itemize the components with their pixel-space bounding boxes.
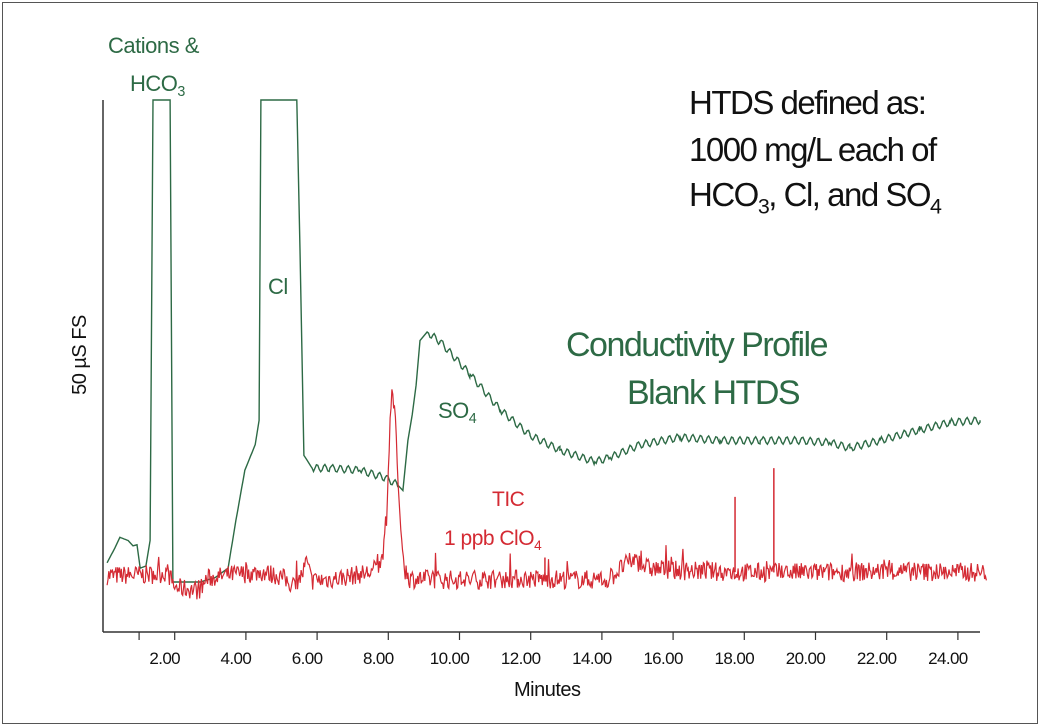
tic-trace-line: [106, 389, 987, 600]
annotation-subscript: 3: [177, 84, 185, 100]
annotation-cl: Cl: [268, 274, 288, 299]
htds-definition-line3: HCO3, Cl, and SO4: [689, 176, 942, 217]
htds-definition-line1: HTDS defined as:: [689, 84, 927, 121]
annotation-subscript: 4: [468, 411, 477, 427]
annotation-subscript: 4: [534, 537, 542, 553]
annotation-clo4: 1 ppb ClO4: [444, 527, 542, 552]
annotation-text: HCO: [689, 176, 759, 213]
annotation-subscript: 4: [930, 194, 942, 219]
annotation-text: SO: [438, 398, 469, 423]
x-tick-label: 24.00: [928, 649, 968, 668]
x-tick-label: 16.00: [643, 649, 683, 668]
htds-definition-line2: 1000 mg/L each of: [689, 131, 937, 168]
x-tick-label: 22.00: [856, 649, 897, 668]
annotation-text: , Cl, and SO: [768, 176, 931, 213]
axes: [102, 100, 980, 640]
x-axis-title: Minutes: [514, 679, 581, 701]
annotation-tic: TIC: [492, 488, 525, 511]
annotation-subscript: 3: [757, 194, 770, 219]
x-tick-label: 12.00: [500, 649, 541, 668]
x-tick-label: 2.00: [149, 649, 181, 668]
x-tick-label: 8.00: [362, 649, 394, 668]
x-tick-label: 4.00: [220, 649, 252, 668]
x-tick-label: 18.00: [714, 649, 755, 668]
annotation-hco3: HCO3: [130, 71, 185, 100]
annotation-profile-subtitle: Blank HTDS: [627, 374, 801, 412]
x-tick-label: 10.00: [429, 649, 470, 668]
conductivity-profile-line: [106, 99, 981, 583]
annotation-cations: Cations &: [108, 33, 199, 58]
x-tick-label: 20.00: [785, 649, 826, 668]
y-axis-title: 50 µS FS: [68, 315, 91, 395]
annotation-so4: SO4: [438, 398, 477, 427]
annotation-profile-title: Conductivity Profile: [566, 326, 829, 364]
x-tick-label: 14.00: [572, 649, 612, 668]
x-tick-label: 6.00: [291, 649, 323, 668]
annotation-text: HCO: [130, 71, 178, 96]
annotation-text: 1 ppb ClO: [444, 527, 535, 550]
